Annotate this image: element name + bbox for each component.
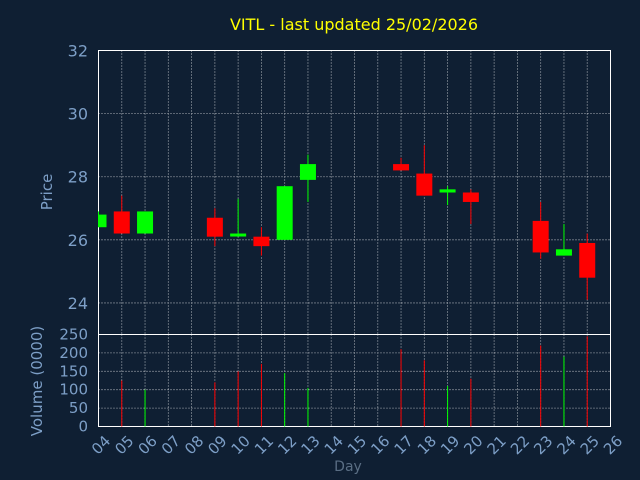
price-axis-label: Price xyxy=(38,174,56,211)
volume-y-tick-label: 150 xyxy=(59,362,88,380)
price-y-tick-label: 26 xyxy=(68,231,88,250)
price-y-tick-label: 24 xyxy=(68,294,88,313)
price-y-tick-label: 32 xyxy=(68,42,88,61)
candle-body xyxy=(113,211,130,234)
volume-y-tick-label: 200 xyxy=(59,344,88,362)
volume-y-tick-label: 50 xyxy=(69,399,88,417)
candle-body xyxy=(579,242,596,278)
x-ticks: 0405060708091011121314151617181920212223… xyxy=(88,432,626,458)
volume-grid xyxy=(98,334,611,427)
price-y-tick-label: 30 xyxy=(68,105,88,124)
candle-body xyxy=(137,211,154,234)
candle-body xyxy=(393,164,410,171)
volume-bars xyxy=(121,336,588,427)
candle-body xyxy=(230,233,247,237)
candle-body xyxy=(253,236,270,247)
candle-body xyxy=(98,214,107,228)
chart-title: VITL - last updated 25/02/2026 xyxy=(230,15,478,34)
candle-body xyxy=(299,164,316,180)
volume-y-tick-label: 250 xyxy=(59,326,88,344)
x-axis-label: Day xyxy=(334,459,362,475)
candles xyxy=(98,145,596,300)
volume-axis-label: Volume (0000) xyxy=(28,326,46,436)
candle-body xyxy=(416,173,433,196)
x-tick-label: 26 xyxy=(600,432,626,458)
volume-y-tick-label: 100 xyxy=(59,381,88,399)
candle-body xyxy=(439,189,456,193)
volume-panel-frame xyxy=(98,334,611,427)
candle-body xyxy=(555,249,572,256)
price-y-tick-label: 28 xyxy=(68,168,88,187)
candle-body xyxy=(462,192,479,202)
volume-y-tick-label: 0 xyxy=(78,418,88,436)
candle-body xyxy=(206,217,223,237)
price-y-ticks: 24 26 28 30 32 xyxy=(68,42,88,313)
candle-body xyxy=(532,220,549,253)
candle-body xyxy=(276,186,293,240)
price-grid xyxy=(98,50,611,335)
